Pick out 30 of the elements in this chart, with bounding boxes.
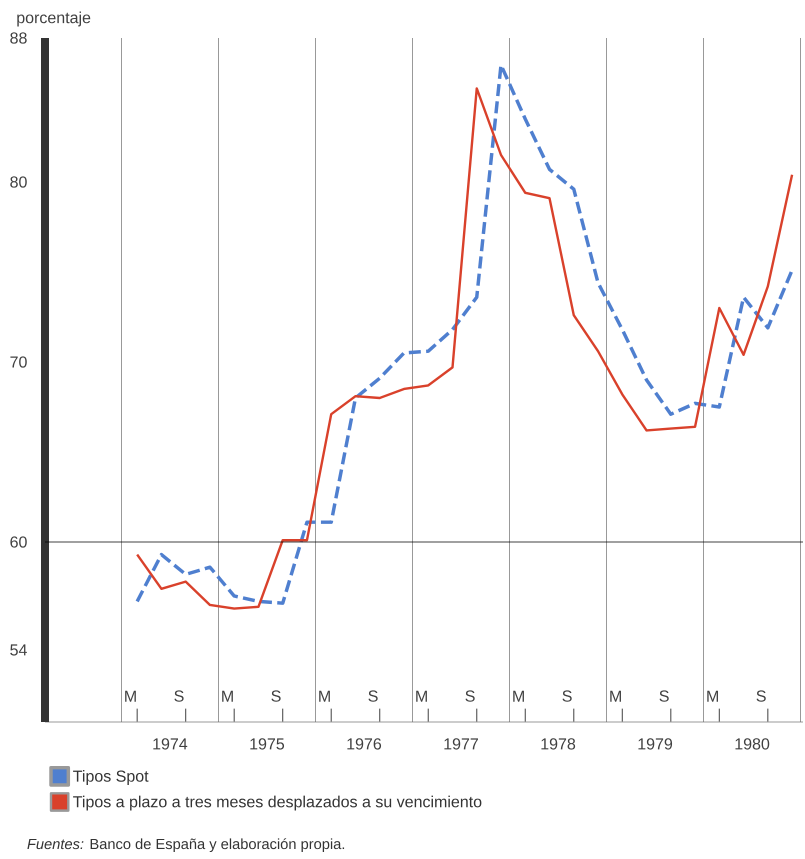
x-tick-label: M	[610, 690, 621, 702]
x-tick-label: S	[368, 690, 378, 702]
x-tick-label: M	[319, 690, 330, 702]
text: 1975	[250, 738, 284, 750]
text: 1977	[444, 738, 478, 750]
x-tick-label: S	[465, 690, 475, 702]
x-tick-label: M	[513, 690, 524, 702]
x-tick-label: M	[416, 690, 427, 702]
text: 1980	[735, 738, 770, 750]
text: Fuentes: Banco de España y elaboración propia.	[27, 838, 344, 852]
text: 1978	[541, 738, 576, 750]
x-tick-label: S	[174, 690, 184, 702]
x-tick-label: S	[562, 690, 572, 702]
y-axis-title: porcentaje	[17, 12, 90, 26]
x-tick-label: S	[271, 690, 281, 702]
text: 1976	[347, 738, 382, 750]
text: 1974	[153, 738, 188, 750]
y-tick-label: 88	[10, 32, 27, 44]
x-tick-label: M	[125, 690, 136, 702]
legend-label: Tipos Spot	[73, 770, 148, 785]
y-tick-label: 70	[10, 356, 27, 368]
x-tick-label: M	[222, 690, 233, 702]
text: 1979	[638, 738, 672, 750]
legend-label: Tipos a plazo a tres meses desplazados a su vencimiento	[73, 796, 482, 811]
x-tick-label: S	[660, 690, 669, 702]
y-tick-label: 80	[10, 176, 27, 188]
x-tick-label: S	[756, 690, 766, 702]
x-tick-label: M	[707, 690, 718, 702]
y-tick-label: 60	[10, 536, 27, 548]
y-tick-label: 54	[10, 644, 27, 656]
